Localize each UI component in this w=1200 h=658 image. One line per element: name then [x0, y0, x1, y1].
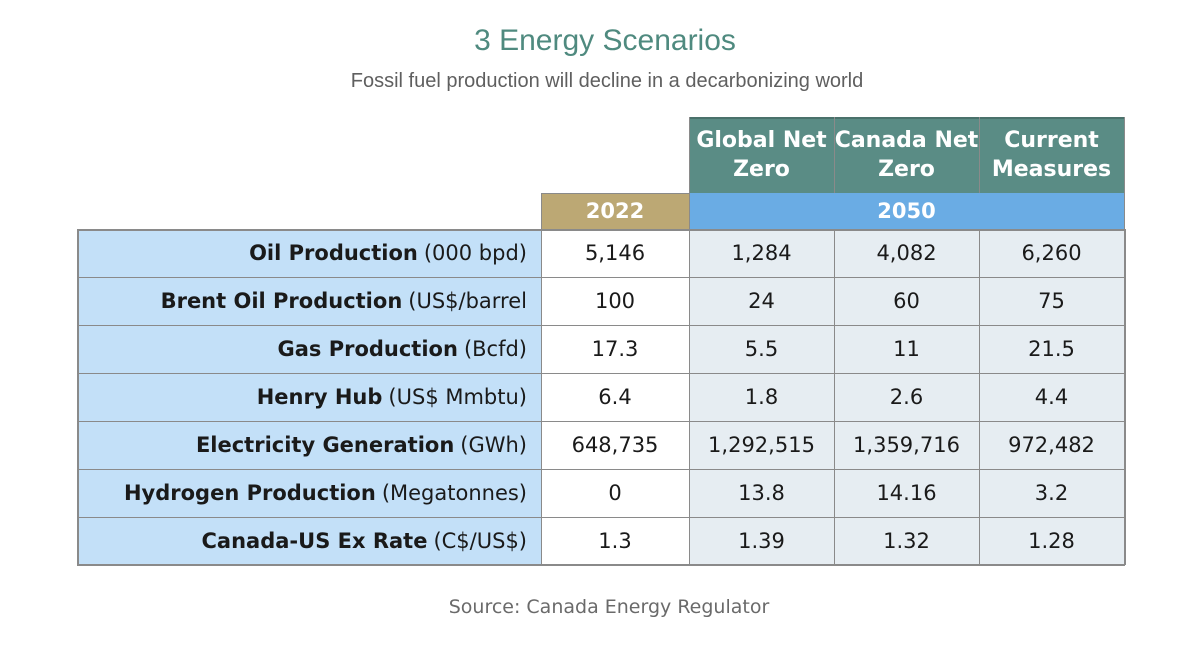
table-cell: 2.6: [834, 373, 979, 421]
scenario-header: Current Measures: [979, 117, 1124, 193]
row-label-unit: (000 bpd): [423, 241, 527, 265]
grid-line-horizontal: [77, 229, 1125, 231]
table-cell: 1.3: [541, 517, 689, 564]
row-label-unit: (US$/barrel: [408, 289, 527, 313]
row-label: Brent Oil Production (US$/barrel: [77, 277, 541, 325]
table-cell: 4,082: [834, 229, 979, 277]
table-cell: 972,482: [979, 421, 1124, 469]
row-label: Henry Hub (US$ Mmbtu): [77, 373, 541, 421]
grid-line-horizontal: [77, 325, 1125, 326]
table-cell: 13.8: [689, 469, 834, 517]
row-label: Electricity Generation (GWh): [77, 421, 541, 469]
table-cell: 1,284: [689, 229, 834, 277]
grid-line-horizontal: [77, 469, 1125, 470]
scenario-header: Canada Net Zero: [834, 117, 979, 193]
table-cell: 21.5: [979, 325, 1124, 373]
row-label-name: Electricity Generation: [195, 433, 455, 457]
table-cell: 1.8: [689, 373, 834, 421]
table-cell: 17.3: [541, 325, 689, 373]
year-header-2022: 2022: [541, 193, 689, 229]
table-cell: 1.32: [834, 517, 979, 564]
grid-line-vertical: [979, 229, 980, 565]
table-cell: 6,260: [979, 229, 1124, 277]
table-cell: 11: [834, 325, 979, 373]
chart-subtitle: Fossil fuel production will decline in a…: [350, 70, 864, 92]
grid-line-horizontal: [77, 517, 1125, 518]
table-cell: 60: [834, 277, 979, 325]
grid-line-vertical: [541, 193, 542, 229]
table-cell: 24: [689, 277, 834, 325]
row-label: Gas Production (Bcfd): [77, 325, 541, 373]
table-cell: 1.28: [979, 517, 1124, 564]
table-cell: 5.5: [689, 325, 834, 373]
table-cell: 100: [541, 277, 689, 325]
row-label-name: Gas Production: [277, 337, 458, 361]
table-cell: 1,292,515: [689, 421, 834, 469]
table-cell: 5,146: [541, 229, 689, 277]
row-label-name: Brent Oil Production: [160, 289, 403, 313]
grid-line-horizontal: [541, 193, 689, 194]
table-cell: 0: [541, 469, 689, 517]
source-note: Source: Canada Energy Regulator: [448, 596, 770, 618]
chart-title: 3 Energy Scenarios: [474, 24, 736, 57]
row-label-unit: (Megatonnes): [381, 481, 527, 505]
grid-line-vertical: [689, 229, 690, 565]
grid-line-vertical: [541, 229, 542, 565]
row-label: Hydrogen Production (Megatonnes): [77, 469, 541, 517]
row-label-name: Oil Production: [249, 241, 418, 265]
grid-line-vertical: [1124, 117, 1125, 229]
table-cell: 1.39: [689, 517, 834, 564]
table-cell: 6.4: [541, 373, 689, 421]
grid-line-horizontal: [77, 564, 1125, 566]
row-label-unit: (Bcfd): [463, 337, 527, 361]
grid-line-horizontal: [77, 421, 1125, 422]
grid-line-vertical: [689, 117, 690, 229]
row-label-unit: (GWh): [460, 433, 527, 457]
row-label-name: Canada-US Ex Rate: [201, 528, 428, 553]
table-cell: 14.16: [834, 469, 979, 517]
table-cell: 3.2: [979, 469, 1124, 517]
table-cell: 648,735: [541, 421, 689, 469]
row-label-name: Henry Hub: [256, 385, 383, 409]
grid-line-horizontal: [77, 277, 1125, 278]
row-label: Canada-US Ex Rate (C$/US$): [77, 517, 541, 564]
row-label: Oil Production (000 bpd): [77, 229, 541, 277]
row-label-unit: (US$ Mmbtu): [388, 385, 527, 409]
table-cell: 75: [979, 277, 1124, 325]
table-cell: 1,359,716: [834, 421, 979, 469]
grid-line-vertical: [1124, 229, 1126, 565]
grid-line-vertical: [979, 117, 980, 193]
row-label-unit: (C$/US$): [433, 528, 527, 553]
table-cell: 4.4: [979, 373, 1124, 421]
grid-line-vertical: [834, 117, 835, 193]
year-header-2050: 2050: [689, 193, 1124, 229]
row-label-name: Hydrogen Production: [123, 481, 376, 505]
grid-line-horizontal: [77, 373, 1125, 374]
grid-line-vertical: [834, 229, 835, 565]
grid-line-vertical: [77, 229, 79, 565]
scenario-header: Global Net Zero: [689, 117, 834, 193]
